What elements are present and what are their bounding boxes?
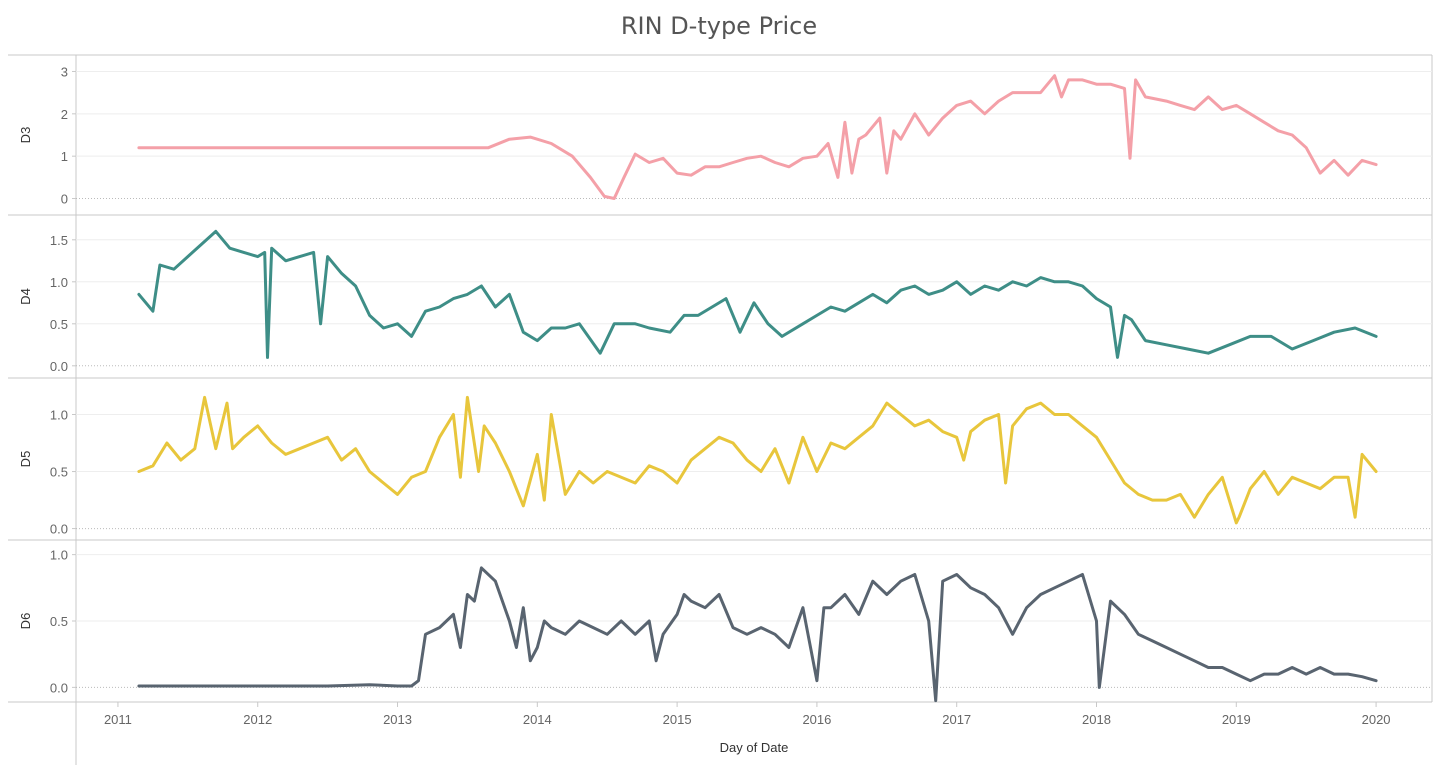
x-tick-label: 2014 [523,712,552,727]
x-tick-label: 2017 [942,712,971,727]
panel-label-d6: D6 [18,613,33,630]
x-tick-label: 2013 [383,712,412,727]
y-tick-label: 1.0 [50,548,68,563]
y-tick-label: 0.0 [50,522,68,537]
x-tick-label: 2020 [1362,712,1391,727]
x-tick-label: 2015 [663,712,692,727]
panel-d6: 0.0 0.5 1.0 D6 [18,548,1432,703]
x-tick-label: 2011 [104,712,132,727]
panel-d3: 0 1 2 3 D3 [18,64,1432,207]
panel-label-d5: D5 [18,451,33,468]
y-tick-label: 2 [61,107,68,122]
y-tick-label: 0.5 [50,465,68,480]
series-line-d3[interactable] [137,74,1378,200]
x-tick-label: 2019 [1222,712,1251,727]
x-tick-label: 2012 [243,712,272,727]
y-tick-label: 3 [61,64,68,79]
y-tick-label: 1.0 [50,408,68,423]
y-tick-label: 0.5 [50,614,68,629]
panel-label-d4: D4 [18,288,33,305]
chart-title: RIN D-type Price [620,12,818,40]
x-tick-label: 2018 [1082,712,1111,727]
y-tick-label: 1.0 [50,275,68,290]
x-axis-label: Day of Date [720,740,789,755]
series-line-d5[interactable] [137,395,1378,525]
y-tick-label: 0.5 [50,317,68,332]
series-line-d6[interactable] [137,566,1378,703]
y-tick-label: 0.0 [50,359,68,374]
panel-d5: 0.0 0.5 1.0 D5 [18,395,1432,537]
x-tick-label: 2016 [802,712,831,727]
chart-frame [8,54,1433,765]
y-tick-label: 0 [61,192,68,207]
panel-label-d3: D3 [18,127,33,144]
panel-d4: 0.0 0.5 1.0 1.5 D4 [18,229,1432,374]
y-tick-label: 0.0 [50,680,68,695]
x-axis: 2011 2012 2013 2014 2015 2016 2017 2018 2019 2020 [104,702,1391,727]
y-tick-label: 1 [61,149,68,164]
series-line-d4[interactable] [137,229,1378,359]
y-tick-label: 1.5 [50,233,68,248]
chart-panels: 0 1 2 3 D3 0.0 0.5 1.0 1.5 D4 0.0 0.5 1.0 D5 0.0 0.5 1.0… [18,64,1432,703]
